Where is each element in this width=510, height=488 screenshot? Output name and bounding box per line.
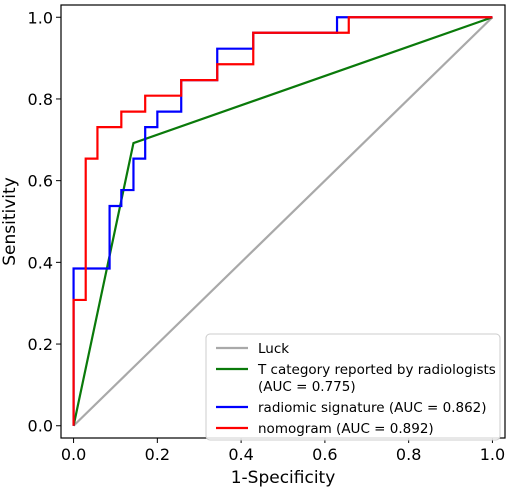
y-tick-label: 0.8 <box>28 90 53 109</box>
legend-label: (AUC = 0.775) <box>258 379 356 395</box>
y-tick-label: 0.0 <box>28 417 53 436</box>
legend: Luck T category reported by radiologists(… <box>205 333 501 441</box>
legend-label: radiomic signature (AUC = 0.862) <box>258 400 487 416</box>
x-axis-title: 1-Specificity <box>231 468 336 488</box>
y-tick-label: 0.6 <box>28 172 53 191</box>
x-tick-label: 0.8 <box>396 445 421 464</box>
y-tick-label: 1.0 <box>28 8 53 27</box>
x-tick-label: 0.2 <box>145 445 170 464</box>
x-tick-label: 1.0 <box>480 445 505 464</box>
luck-line <box>72 16 494 427</box>
legend-box <box>205 333 501 441</box>
y-axis-title: Sensitivity <box>0 177 20 266</box>
ticks-layer: 0.0 0.2 0.4 0.6 0.8 1.0 0.0 0.2 0.4 0.6 0.8 1.0 <box>28 8 506 464</box>
radiologist-t-category-line <box>72 16 493 426</box>
y-tick-label: 0.4 <box>28 253 53 272</box>
nomogram-line <box>72 16 493 426</box>
y-tick-label: 0.2 <box>28 335 53 354</box>
legend-label: nomogram (AUC = 0.892) <box>258 421 434 437</box>
legend-label: T category reported by radiologists <box>257 362 496 378</box>
legend-label: Luck <box>258 341 289 357</box>
x-tick-label: 0.6 <box>312 445 337 464</box>
series-layer <box>72 16 494 427</box>
x-tick-label: 0.4 <box>228 445 253 464</box>
x-tick-label: 0.0 <box>61 445 86 464</box>
